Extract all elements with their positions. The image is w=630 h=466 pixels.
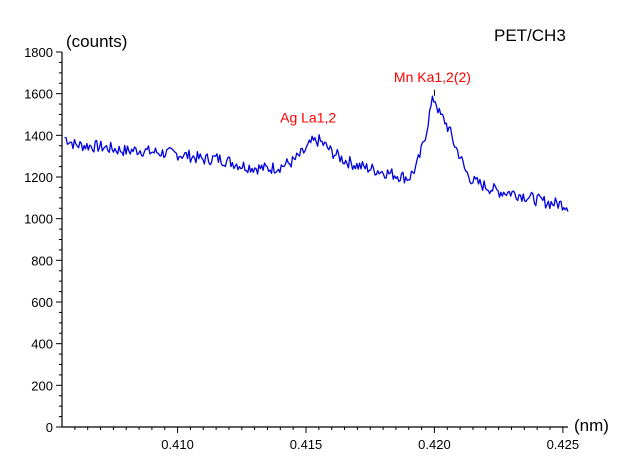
x-tick-label-0.425: 0.425 [547,437,580,452]
x-tick-label-0.415: 0.415 [290,437,323,452]
y-tick-label-800: 800 [31,253,53,268]
y-tick-label-0: 0 [46,420,53,435]
y-tick-label-600: 600 [31,295,53,310]
spectrum-line [64,95,569,212]
peak-annotations: Ag La1,2 Mn Ka1,2(2) [280,69,471,126]
x-tick-label-0.420: 0.420 [418,437,451,452]
y-tick-label-200: 200 [31,378,53,393]
minor-ticks [59,61,551,430]
y-tick-label-1800: 1800 [24,45,53,60]
y-tick-label-400: 400 [31,337,53,352]
x-tick-label-0.410: 0.410 [161,437,194,452]
y-tick-label-1000: 1000 [24,212,53,227]
axis-ticks: 0 200 400 600 800 1000 1200 1400 1600 1800 0.410 0.… [24,45,579,452]
y-tick-label-1600: 1600 [24,87,53,102]
y-tick-label-1200: 1200 [24,170,53,185]
y-axis-title: (counts) [66,32,127,51]
annotation-label: Ag La1,2 [280,110,336,126]
y-tick-label-1400: 1400 [24,128,53,143]
chart-title: PET/CH3 [494,26,566,45]
x-axis-title: (nm) [574,416,609,435]
plot-area: 0 200 400 600 800 1000 1200 1400 1600 1800 0.410 0.… [24,45,579,452]
annotation-label: Mn Ka1,2(2) [394,69,471,85]
